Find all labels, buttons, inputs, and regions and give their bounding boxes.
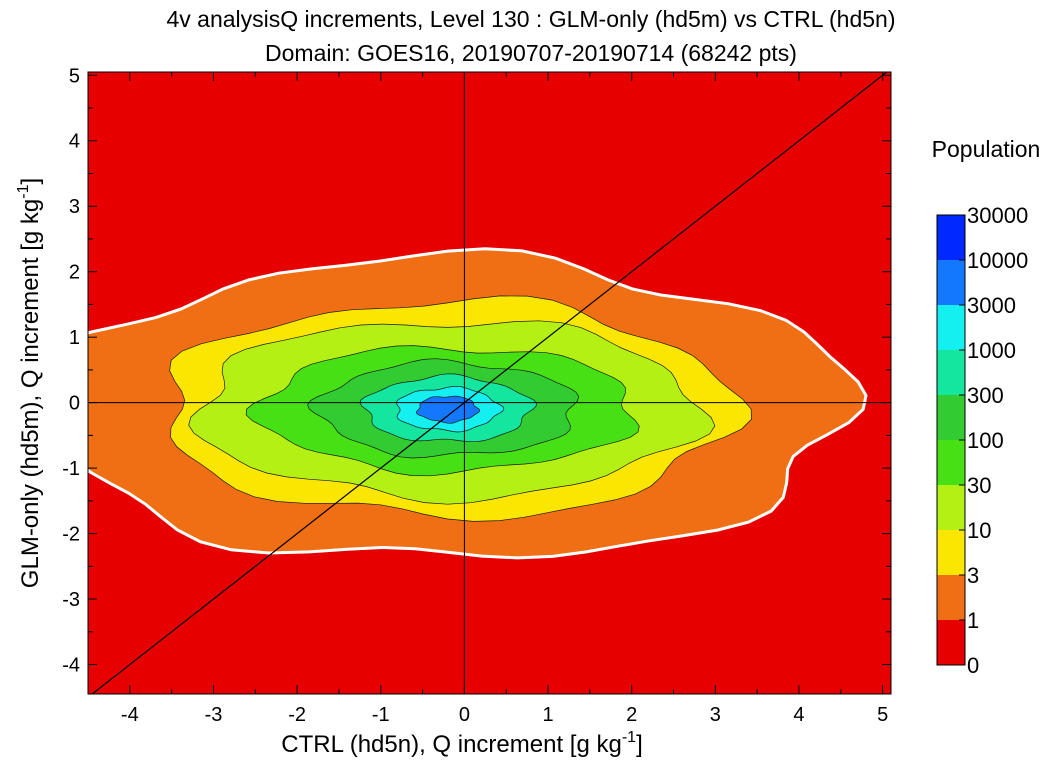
colorbar-band <box>937 395 965 440</box>
colorbar-label: 10 <box>967 518 991 543</box>
chart-title-line1: 4v analysisQ increments, Level 130 : GLM… <box>166 6 895 32</box>
y-tick-label: 0 <box>69 393 80 415</box>
y-axis-label-exponent: -1 <box>15 184 32 198</box>
y-tick-label: -4 <box>62 655 80 677</box>
y-tick-label: -1 <box>62 458 80 480</box>
y-tick-label: 4 <box>69 131 80 153</box>
x-axis-label-close: ] <box>636 731 643 758</box>
y-tick-label: 1 <box>69 327 80 349</box>
colorbar-label: 1 <box>967 608 979 633</box>
y-tick-label: 3 <box>69 196 80 218</box>
x-axis-label-exponent: -1 <box>622 729 636 746</box>
colorbar-band <box>937 260 965 305</box>
y-axis-label-main: GLM-only (hd5m), Q increment [g kg <box>17 199 44 588</box>
x-tick-label: 5 <box>877 704 888 726</box>
x-tick-label: 2 <box>626 704 637 726</box>
colorbar-label: 3 <box>967 563 979 588</box>
colorbar-band <box>937 530 965 575</box>
x-axis-label-main: CTRL (hd5n), Q increment [g kg <box>281 731 622 758</box>
x-axis-label: CTRL (hd5n), Q increment [g kg-1] <box>281 729 642 758</box>
colorbar-band <box>937 305 965 350</box>
x-tick-label: 3 <box>710 704 721 726</box>
colorbar-label: 10000 <box>967 248 1028 273</box>
plot-frame <box>87 71 892 695</box>
colorbar-band <box>937 440 965 485</box>
colorbar-band <box>937 575 965 620</box>
plot-area <box>87 71 892 695</box>
y-tick-label: -3 <box>62 589 80 611</box>
colorbar-band <box>937 620 965 665</box>
x-tick-label: 0 <box>459 704 470 726</box>
y-axis-label-close: ] <box>17 178 44 185</box>
colorbar: 0 1 3 10 30 100 300 1000 3000 10000 30000 <box>936 203 1028 678</box>
colorbar-band <box>937 350 965 395</box>
reference-line-diagonal <box>91 72 888 694</box>
colorbar-title: Population <box>932 136 1041 162</box>
x-tick-label: -1 <box>372 704 390 726</box>
colorbar-label: 3000 <box>967 293 1016 318</box>
y-tick-label: 5 <box>69 65 80 87</box>
reference-lines <box>88 72 891 694</box>
x-tick-label: -2 <box>288 704 306 726</box>
colorbar-label: 0 <box>967 653 979 678</box>
colorbar-label: 30000 <box>967 203 1028 228</box>
x-tick-label: -4 <box>121 704 139 726</box>
chart-title-line2: Domain: GOES16, 20190707-20190714 (68242… <box>265 40 797 66</box>
y-tick-label: -2 <box>62 524 80 546</box>
colorbar-label: 30 <box>967 473 991 498</box>
y-tick-label: 2 <box>69 262 80 284</box>
x-axis: -4 -3 -2 -1 0 1 2 3 4 5 <box>87 72 888 726</box>
colorbar-label: 1000 <box>967 338 1016 363</box>
colorbar-band <box>937 215 965 260</box>
x-tick-label: 4 <box>793 704 804 726</box>
y-axis-label: GLM-only (hd5m), Q increment [g kg-1] <box>15 178 44 588</box>
y-axis: -4 -3 -2 -1 0 1 2 3 4 5 <box>62 65 891 677</box>
x-tick-label: 1 <box>542 704 553 726</box>
colorbar-band <box>937 485 965 530</box>
colorbar-label: 100 <box>967 428 1004 453</box>
colorbar-label: 300 <box>967 383 1004 408</box>
x-tick-label: -3 <box>205 704 223 726</box>
